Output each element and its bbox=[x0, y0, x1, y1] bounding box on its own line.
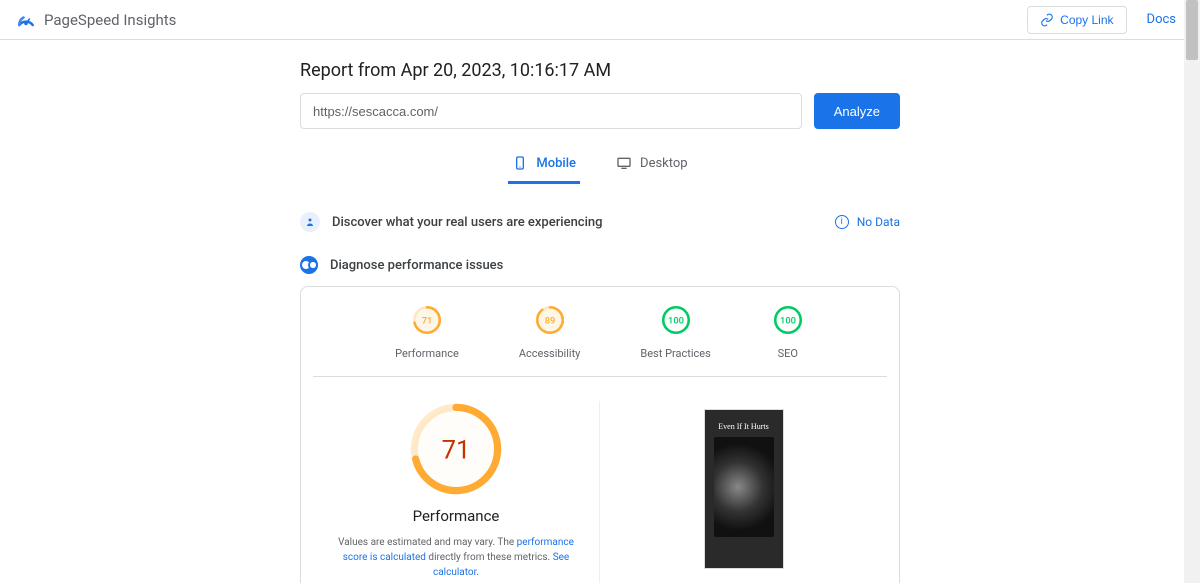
diagnose-text: Diagnose performance issues bbox=[330, 258, 503, 273]
copy-link-button[interactable]: Copy Link bbox=[1027, 6, 1126, 34]
gauge-performance[interactable]: 71Performance bbox=[395, 303, 459, 360]
svg-text:71: 71 bbox=[422, 315, 433, 326]
report-title: Report from Apr 20, 2023, 10:16:17 AM bbox=[300, 60, 900, 81]
svg-text:100: 100 bbox=[780, 315, 796, 326]
info-icon: i bbox=[835, 215, 849, 229]
discover-banner: Discover what your real users are experi… bbox=[300, 200, 900, 244]
discover-text: Discover what your real users are experi… bbox=[332, 215, 603, 230]
big-score-value: 71 bbox=[442, 436, 471, 466]
device-tabs: Mobile Desktop bbox=[300, 145, 900, 184]
tab-mobile-label: Mobile bbox=[536, 156, 576, 171]
preview-title: Even If It Hurts bbox=[718, 422, 768, 431]
brand-title: PageSpeed Insights bbox=[44, 11, 176, 29]
tab-mobile[interactable]: Mobile bbox=[508, 145, 580, 184]
mobile-icon bbox=[512, 155, 528, 171]
gauge-best-practices[interactable]: 100Best Practices bbox=[640, 303, 710, 360]
tab-desktop-label: Desktop bbox=[640, 156, 688, 171]
scrollbar[interactable] bbox=[1184, 0, 1200, 583]
nodata-label: No Data bbox=[857, 215, 900, 229]
performance-note: Values are estimated and may vary. The p… bbox=[325, 535, 587, 580]
copy-link-label: Copy Link bbox=[1060, 13, 1113, 27]
analyze-button[interactable]: Analyze bbox=[814, 93, 900, 129]
app-header: PageSpeed Insights Copy Link Docs bbox=[0, 0, 1200, 40]
svg-text:89: 89 bbox=[544, 315, 555, 326]
diagnose-radio-icon bbox=[300, 256, 318, 274]
desktop-icon bbox=[616, 155, 632, 171]
gauge-seo[interactable]: 100SEO bbox=[771, 303, 805, 360]
discover-icon bbox=[300, 212, 320, 232]
nodata-link[interactable]: i No Data bbox=[835, 215, 900, 229]
docs-link[interactable]: Docs bbox=[1139, 12, 1184, 27]
preview-image-placeholder bbox=[714, 437, 774, 537]
scroll-thumb[interactable] bbox=[1186, 0, 1198, 60]
tab-desktop[interactable]: Desktop bbox=[612, 145, 692, 184]
big-gauge-title: Performance bbox=[413, 507, 500, 525]
page-screenshot-preview: Even If It Hurts bbox=[704, 409, 784, 569]
gauge-accessibility[interactable]: 89Accessibility bbox=[519, 303, 581, 360]
report-card: 71Performance89Accessibility100Best Prac… bbox=[300, 286, 900, 583]
performance-big-gauge: 71 bbox=[408, 401, 504, 497]
pagespeed-logo-icon bbox=[16, 10, 36, 30]
diagnose-header: Diagnose performance issues bbox=[300, 244, 900, 286]
svg-text:100: 100 bbox=[668, 315, 684, 326]
link-icon bbox=[1040, 13, 1054, 27]
url-input[interactable] bbox=[300, 93, 802, 129]
